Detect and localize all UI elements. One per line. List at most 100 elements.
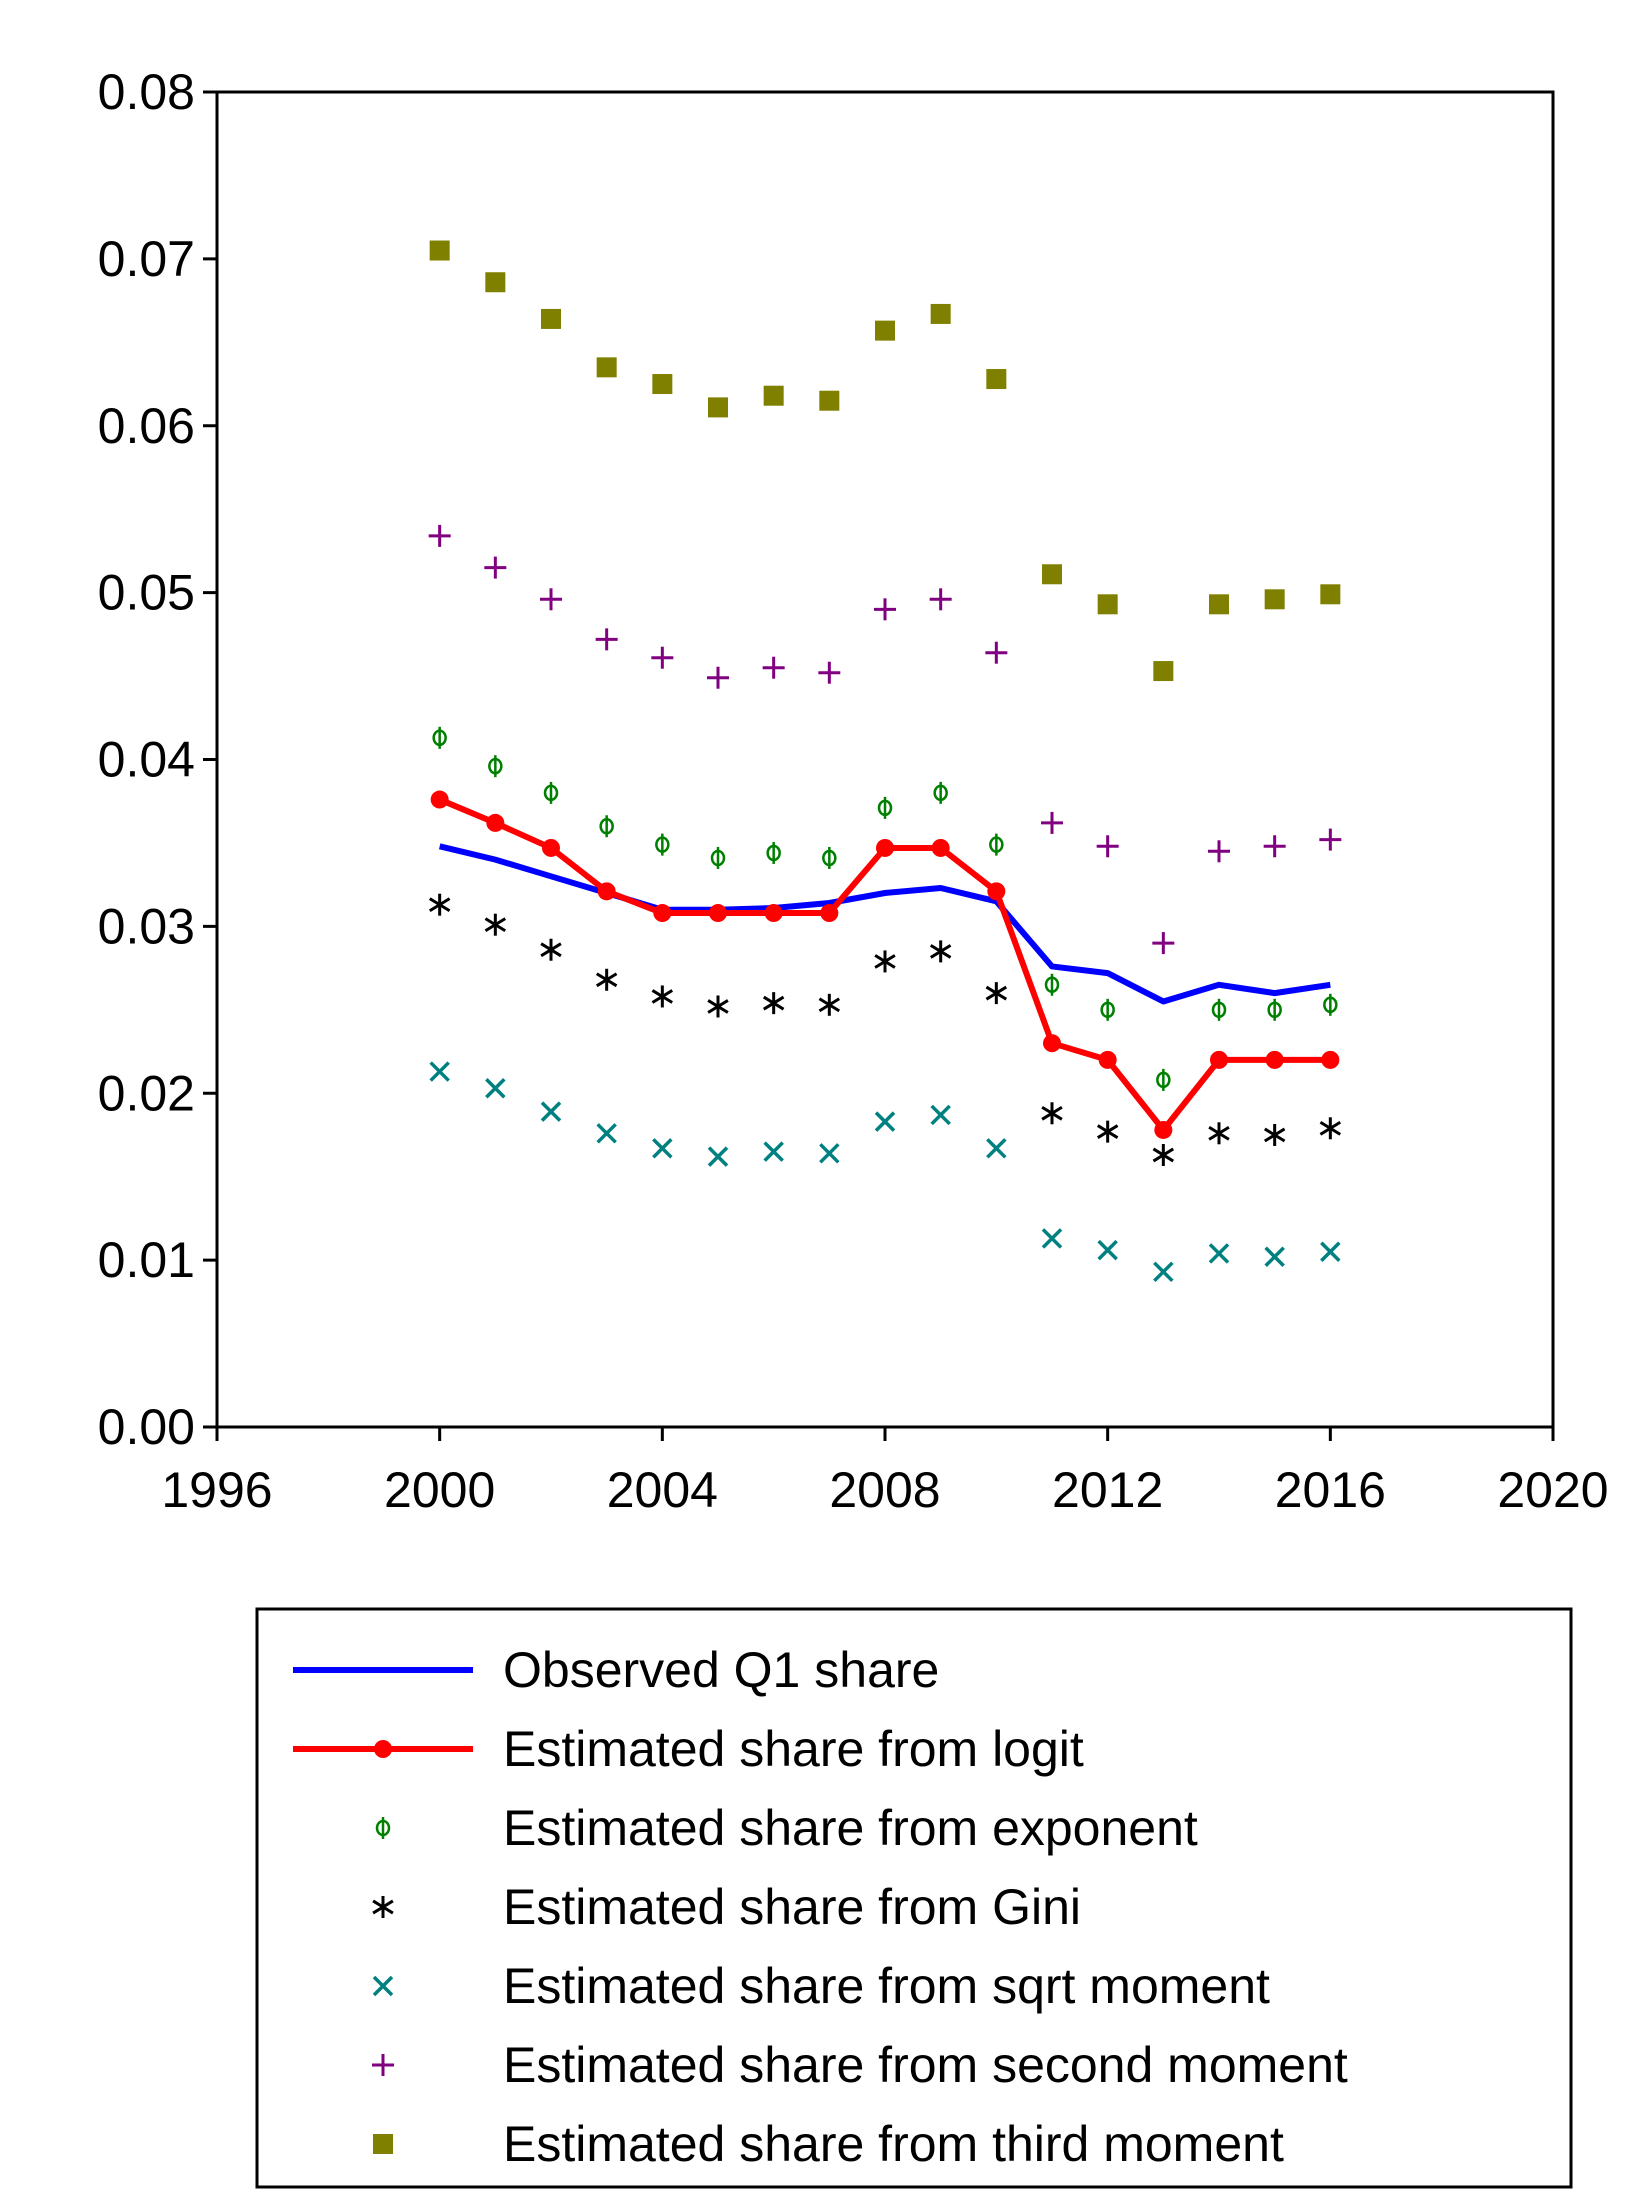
legend-label: Estimated share from second moment: [503, 2037, 1348, 2093]
data-point: [485, 1078, 506, 1099]
data-point: [985, 641, 1008, 664]
x-tick-label: 2012: [1052, 1462, 1163, 1518]
data-point: [876, 838, 894, 857]
data-point: [710, 846, 726, 869]
data-point: [764, 904, 783, 923]
data-point: [599, 815, 614, 838]
data-point: [763, 385, 784, 406]
data-point: [655, 833, 670, 856]
data-point: [540, 938, 562, 961]
y-tick-label: 0.02: [98, 1065, 195, 1121]
data-point: [1320, 1241, 1341, 1263]
data-point: [930, 1104, 951, 1126]
data-point: [822, 846, 837, 869]
legend-swatch-marker: [373, 2134, 393, 2154]
data-point: [874, 1111, 896, 1132]
data-point: [1265, 1050, 1284, 1069]
data-point: [1156, 1068, 1171, 1091]
y-tick-label: 0.07: [98, 231, 195, 287]
data-point: [1097, 594, 1118, 615]
series-5: [428, 524, 1342, 955]
x-tick-label: 2000: [384, 1462, 495, 1518]
legend-label: Estimated share from sqrt moment: [503, 1958, 1270, 2014]
legend-item: Estimated share from exponent: [375, 1800, 1198, 1856]
data-point: [430, 790, 449, 809]
data-point: [875, 320, 895, 341]
data-point: [708, 397, 728, 418]
data-point: [1100, 998, 1115, 1021]
series-0: [438, 843, 1331, 1005]
data-point: [762, 992, 785, 1015]
data-point: [597, 882, 616, 901]
data-point: [1096, 1120, 1119, 1143]
data-point: [541, 308, 561, 329]
legend-item: Estimated share from sqrt moment: [372, 1958, 1270, 2014]
data-point: [429, 1061, 450, 1082]
data-point: [1152, 1143, 1175, 1166]
data-point: [989, 833, 1004, 856]
data-point: [930, 303, 951, 324]
legend-swatch-marker: [372, 1975, 394, 1997]
data-point: [1320, 584, 1341, 605]
data-point: [707, 666, 729, 689]
data-point: [986, 1138, 1007, 1159]
data-point: [1319, 1117, 1342, 1140]
data-point: [1098, 1050, 1117, 1069]
legend-swatch-marker: [374, 1740, 392, 1758]
x-tick-label: 2016: [1275, 1462, 1386, 1518]
series-1: [430, 790, 1340, 1139]
data-point: [818, 993, 841, 1016]
legend-swatch-marker: [375, 1817, 391, 1839]
data-point: [986, 369, 1007, 390]
data-point: [874, 950, 896, 973]
data-point: [763, 1141, 784, 1162]
x-tick-label: 2020: [1497, 1462, 1608, 1518]
y-tick-label: 0.05: [98, 565, 195, 621]
data-point: [929, 588, 952, 611]
data-point: [985, 982, 1008, 1005]
data-point: [542, 838, 560, 857]
legend-label: Estimated share from logit: [503, 1721, 1084, 1777]
data-point: [486, 813, 505, 832]
legend-label: Estimated share from exponent: [503, 1800, 1198, 1856]
data-point: [484, 913, 507, 936]
data-point: [1263, 1123, 1286, 1146]
data-point: [428, 893, 451, 916]
data-point: [540, 1101, 562, 1122]
data-point: [1042, 564, 1062, 585]
y-tick-label: 0.00: [98, 1399, 195, 1455]
data-point: [762, 656, 785, 679]
data-point: [877, 796, 893, 819]
legend-item: Estimated share from logit: [293, 1721, 1084, 1777]
data-point: [933, 781, 948, 804]
data-point: [1041, 811, 1063, 834]
legend-swatch-marker: [372, 2054, 394, 2076]
data-point: [1267, 998, 1282, 1021]
y-tick-label: 0.08: [98, 64, 195, 120]
data-point: [595, 628, 618, 651]
x-tick-label: 1996: [161, 1462, 272, 1518]
legend-item: Estimated share from third moment: [373, 2116, 1284, 2172]
y-tick-label: 0.04: [98, 732, 195, 788]
data-point: [653, 904, 672, 923]
data-point: [1044, 973, 1060, 996]
legend-swatch-marker: [372, 1896, 394, 1918]
data-point: [484, 556, 507, 579]
data-point: [1208, 1122, 1230, 1145]
data-point: [1208, 840, 1230, 863]
data-point: [766, 841, 781, 864]
data-point: [820, 904, 839, 923]
series-4: [429, 1061, 1341, 1283]
data-point: [432, 726, 447, 749]
data-point: [1097, 1239, 1118, 1261]
data-point: [488, 755, 503, 778]
data-point: [1208, 1243, 1230, 1264]
legend-item: Estimated share from Gini: [372, 1879, 1081, 1935]
plot-frame: [215, 90, 1555, 1429]
data-point: [652, 374, 673, 395]
data-point: [819, 390, 840, 411]
data-point: [652, 1138, 673, 1159]
data-point: [818, 661, 841, 684]
data-point: [1264, 589, 1285, 610]
axes: 0.00 0.01 0.02 0.03 0.04 0.05 0.06 0.07 0.08 1996…: [98, 64, 1609, 1518]
